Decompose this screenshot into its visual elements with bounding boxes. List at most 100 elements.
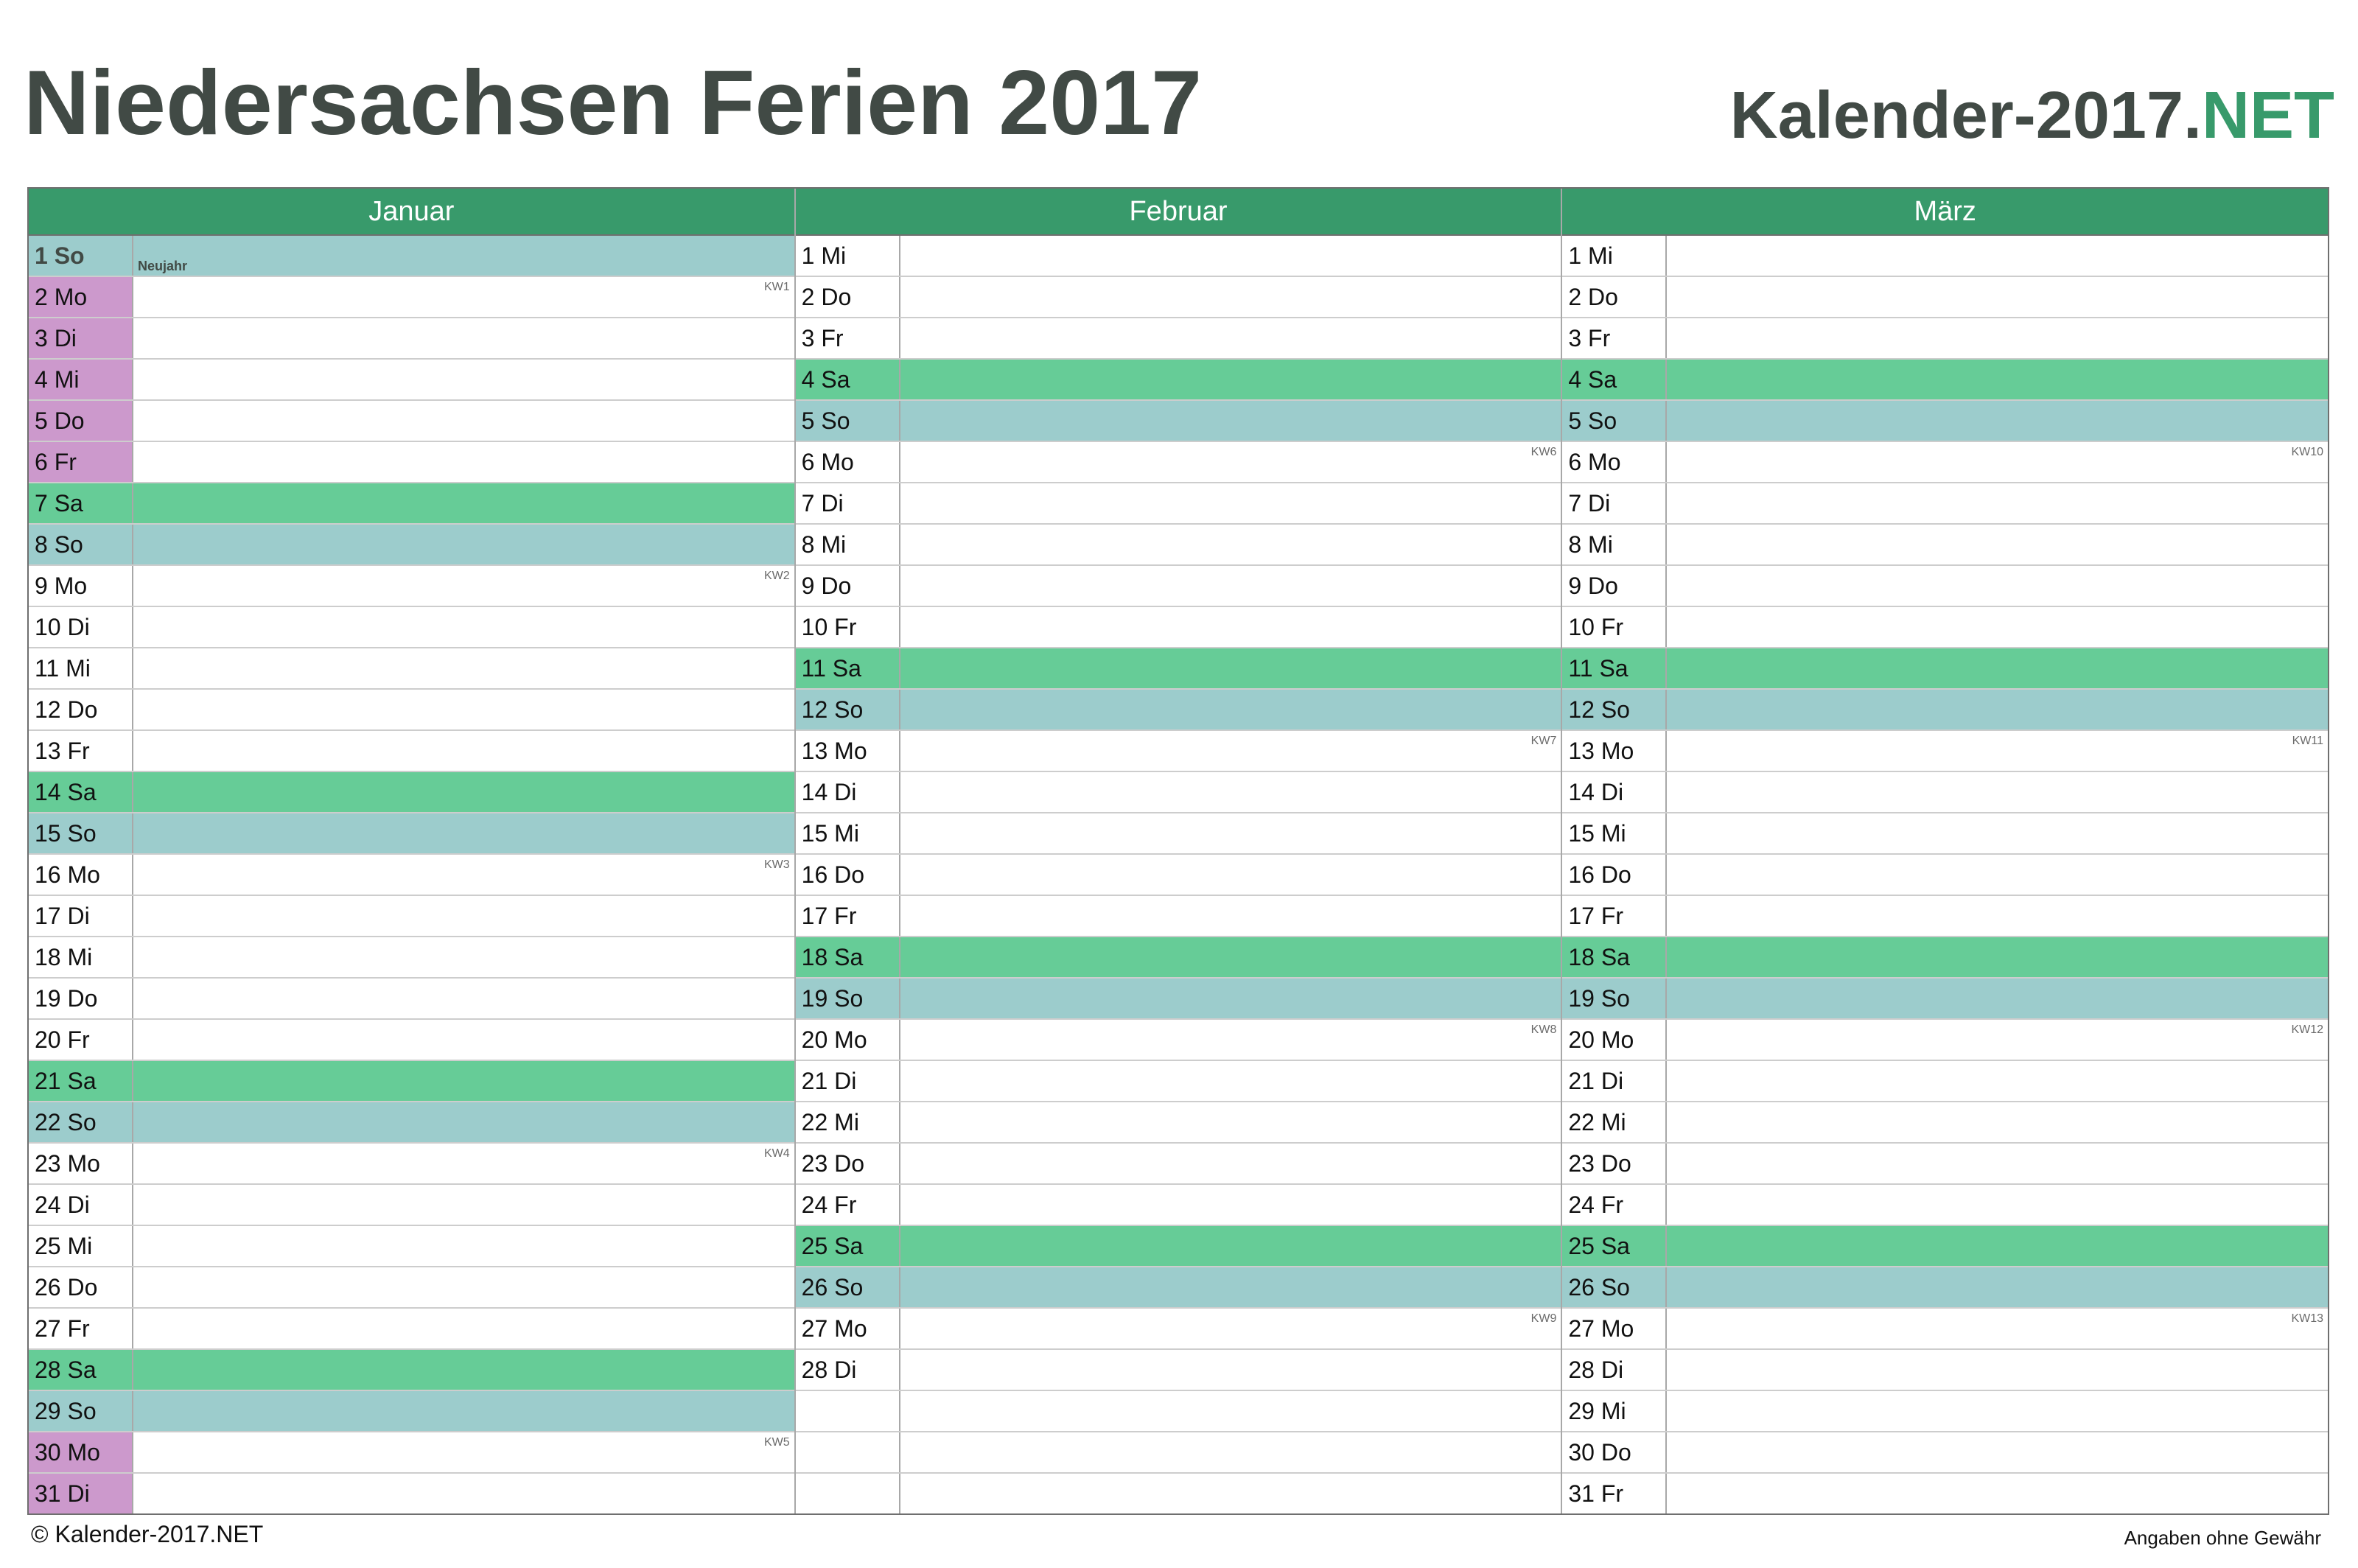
day-note-cell [133, 1309, 794, 1348]
day-row: 17 Fr [795, 896, 1561, 937]
day-row: 15 So [29, 813, 794, 855]
day-label: 28 Di [796, 1350, 900, 1390]
day-row: 5 Do [29, 401, 794, 442]
day-label: 15 Mi [1562, 813, 1668, 853]
day-row: 8 Mi [795, 525, 1561, 566]
day-note-cell [1667, 648, 2328, 688]
day-note-cell [1667, 1391, 2328, 1431]
day-row: 3 Di [29, 318, 794, 360]
day-label: 20 Mo [1562, 1020, 1668, 1060]
day-note-cell [1667, 690, 2328, 729]
day-note-cell [133, 772, 794, 812]
disclaimer: Angaben ohne Gewähr [2124, 1527, 2321, 1549]
day-label: 13 Mo [796, 731, 900, 771]
week-number: KW5 [764, 1436, 790, 1449]
day-label: 1 Mi [796, 236, 900, 276]
day-row [795, 1391, 1561, 1432]
day-row: 16 Do [1562, 855, 2329, 896]
day-label: 16 Do [796, 855, 900, 895]
day-label: 8 Mi [796, 525, 900, 564]
day-note-cell [133, 1267, 794, 1307]
day-note-cell: KW2 [133, 566, 794, 606]
day-label: 31 Fr [1562, 1474, 1668, 1513]
day-note-cell [900, 1226, 1561, 1266]
day-row: 11 Sa [795, 648, 1561, 690]
day-label: 10 Di [29, 607, 133, 647]
day-note-cell [900, 236, 1561, 276]
day-note-cell [133, 813, 794, 853]
day-note-cell [900, 813, 1561, 853]
day-row: 28 Di [795, 1350, 1561, 1391]
day-row: 16 Mo KW3 [29, 855, 794, 896]
day-row: 6 Fr [29, 442, 794, 483]
day-row: 15 Mi [795, 813, 1561, 855]
day-note-cell [133, 1226, 794, 1266]
day-row: 19 Do [29, 979, 794, 1020]
day-row: 19 So [795, 979, 1561, 1020]
day-note-cell [900, 607, 1561, 647]
week-number: KW4 [764, 1147, 790, 1160]
day-label: 27 Fr [29, 1309, 133, 1348]
day-note-cell: KW6 [900, 442, 1561, 482]
day-row: 9 Do [795, 566, 1561, 607]
day-row: 29 Mi [1562, 1391, 2329, 1432]
day-row: 22 Mi [795, 1102, 1561, 1144]
day-row: 29 So [29, 1391, 794, 1432]
day-note-cell [900, 401, 1561, 441]
day-label: 30 Mo [29, 1432, 133, 1472]
day-row: 7 Sa [29, 483, 794, 525]
month-column: März 1 Mi 2 Do 3 Fr 4 Sa 5 So 6 Mo KW10 7 Di 8 Mi… [1562, 189, 2329, 1513]
day-note-cell [1667, 566, 2328, 606]
day-note-cell [133, 401, 794, 441]
day-row: 13 Fr [29, 731, 794, 772]
day-note-cell [1667, 1267, 2328, 1307]
day-label: 24 Di [29, 1185, 133, 1225]
week-number: KW12 [2291, 1023, 2324, 1036]
day-note-cell [133, 979, 794, 1018]
day-label: 11 Mi [29, 648, 133, 688]
day-label: 29 Mi [1562, 1391, 1668, 1431]
day-note-cell [133, 318, 794, 358]
month-header: Februar [795, 189, 1561, 236]
day-row: 4 Mi [29, 360, 794, 401]
day-row: 1 Mi [795, 236, 1561, 277]
day-note-cell [1667, 1474, 2328, 1513]
day-list: 1 Mi 2 Do 3 Fr 4 Sa 5 So 6 Mo KW10 7 Di 8 Mi 9 Do… [1562, 236, 2329, 1513]
day-label: 3 Fr [1562, 318, 1668, 358]
day-row: 8 So [29, 525, 794, 566]
day-note-cell [1667, 813, 2328, 853]
day-row: 14 Di [1562, 772, 2329, 813]
day-row: 24 Fr [795, 1185, 1561, 1226]
day-row: 20 Mo KW8 [795, 1020, 1561, 1061]
day-label: 5 Do [29, 401, 133, 441]
day-note-cell [1667, 277, 2328, 317]
day-note-cell [133, 731, 794, 771]
day-row: 19 So [1562, 979, 2329, 1020]
day-row: 20 Mo KW12 [1562, 1020, 2329, 1061]
day-row: 28 Di [1562, 1350, 2329, 1391]
day-note-cell [900, 979, 1561, 1018]
day-label: 23 Do [796, 1144, 900, 1183]
day-label: 30 Do [1562, 1432, 1668, 1472]
day-row: 21 Di [795, 1061, 1561, 1102]
day-note-cell [133, 1020, 794, 1060]
day-label: 2 Mo [29, 277, 133, 317]
day-label: 25 Sa [1562, 1226, 1668, 1266]
day-note-cell: KW3 [133, 855, 794, 895]
day-label: 12 So [796, 690, 900, 729]
day-note-cell [133, 648, 794, 688]
day-row: 30 Mo KW5 [29, 1432, 794, 1474]
day-note-cell [900, 483, 1561, 523]
day-label: 19 So [796, 979, 900, 1018]
brand-accent: NET [2202, 79, 2334, 153]
day-row: 28 Sa [29, 1350, 794, 1391]
day-row: 21 Sa [29, 1061, 794, 1102]
day-row: 12 Do [29, 690, 794, 731]
day-row: 15 Mi [1562, 813, 2329, 855]
day-label: 4 Mi [29, 360, 133, 399]
day-note-cell [1667, 1185, 2328, 1225]
day-row: 26 Do [29, 1267, 794, 1309]
day-label: 1 Mi [1562, 236, 1668, 276]
day-row: 14 Di [795, 772, 1561, 813]
day-note-cell [1667, 772, 2328, 812]
